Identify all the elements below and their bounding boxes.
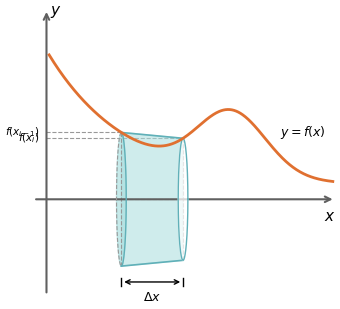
Text: $\Delta x$: $\Delta x$	[143, 291, 161, 304]
Polygon shape	[117, 133, 126, 266]
Polygon shape	[121, 133, 183, 266]
Text: $f(x_{i-1})$: $f(x_{i-1})$	[5, 126, 39, 139]
Text: $y = f(x)$: $y = f(x)$	[280, 124, 325, 141]
Text: $f(x_i)$: $f(x_i)$	[18, 132, 39, 145]
Polygon shape	[178, 138, 188, 260]
Text: $y$: $y$	[50, 4, 62, 20]
Text: $x$: $x$	[324, 209, 336, 224]
